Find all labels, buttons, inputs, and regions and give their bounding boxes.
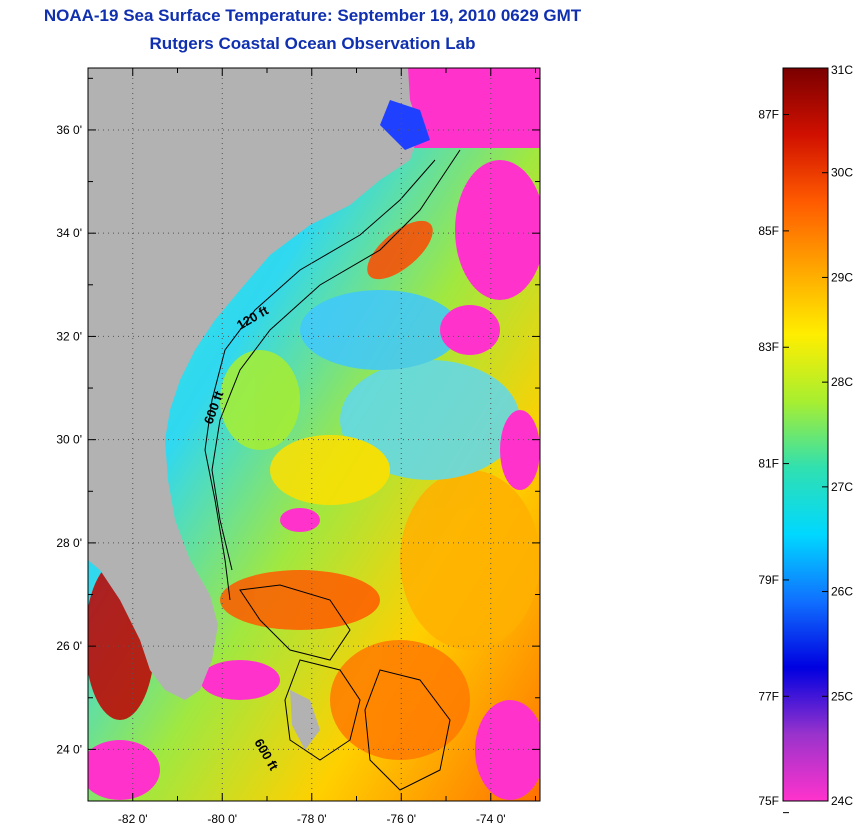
lat-tick-label: 28 0' <box>56 536 82 550</box>
sound-water <box>380 100 430 150</box>
cloud-mask <box>88 68 540 800</box>
colorbar-fahrenheit-ticks: 87F 85F 83F 81F 79F 77F 75F <box>758 108 789 814</box>
map-panel: 120 ft 600 ft 600 ft <box>88 68 540 801</box>
fahrenheit-tick-label: 87F <box>758 108 779 122</box>
colorbar-celsius-ticks: 31C 30C 29C 28C 27C 26C 25C 24C <box>822 63 853 808</box>
colorbar <box>782 67 829 802</box>
lat-tick-label: 34 0' <box>56 226 82 240</box>
lat-tick-label: 36 0' <box>56 123 82 137</box>
map-title: NOAA-19 Sea Surface Temperature: Septemb… <box>43 6 582 25</box>
graticule <box>88 68 540 801</box>
lat-tick-label: 30 0' <box>56 433 82 447</box>
isobath-contours <box>204 149 461 791</box>
lon-tick-label: -78 0' <box>297 812 327 826</box>
lat-tick-label: 32 0' <box>56 329 82 343</box>
latitude-axis: 24 0' 26 0' 28 0' 30 0' 32 0' 34 0' 36 0' <box>56 77 540 756</box>
lon-tick-label: -76 0' <box>386 812 416 826</box>
fahrenheit-tick-label: 81F <box>758 457 779 471</box>
celsius-tick-label: 25C <box>831 689 853 703</box>
celsius-tick-label: 26C <box>831 585 853 599</box>
fahrenheit-tick-label: 83F <box>758 340 779 354</box>
fahrenheit-tick-label: 85F <box>758 224 779 238</box>
celsius-tick-label: 24C <box>831 794 853 808</box>
celsius-tick-label: 30C <box>831 166 853 180</box>
lon-tick-label: -74 0' <box>476 812 506 826</box>
celsius-tick-label: 27C <box>831 480 853 494</box>
map-frame <box>87 67 541 802</box>
bahamas-bank <box>290 690 320 750</box>
fahrenheit-tick-label: 77F <box>758 689 779 703</box>
lon-tick-label: -82 0' <box>118 812 148 826</box>
fahrenheit-tick-label: 79F <box>758 573 779 587</box>
lon-tick-label: -80 0' <box>207 812 237 826</box>
longitude-axis: -82 0' -80 0' -78 0' -76 0' -74 0' <box>118 68 537 826</box>
celsius-tick-label: 28C <box>831 375 853 389</box>
land-mass <box>88 68 420 700</box>
lat-tick-label: 24 0' <box>56 742 82 756</box>
lat-tick-label: 26 0' <box>56 639 82 653</box>
celsius-tick-label: 31C <box>831 63 853 77</box>
fahrenheit-tick-label: 75F <box>758 794 779 808</box>
celsius-tick-label: 29C <box>831 270 853 284</box>
map-subtitle: Rutgers Coastal Ocean Observation Lab <box>149 34 476 53</box>
